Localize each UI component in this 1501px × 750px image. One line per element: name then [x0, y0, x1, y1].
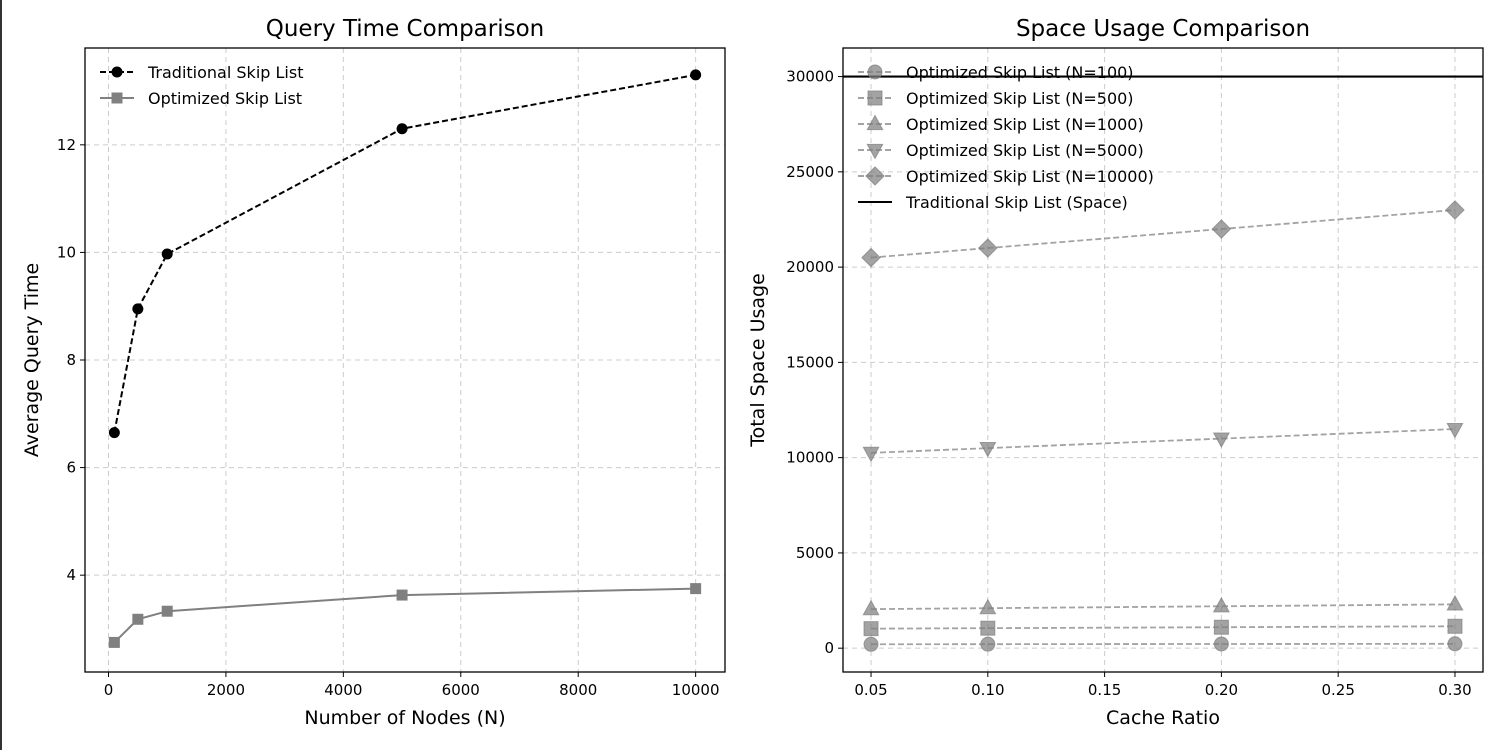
data-point	[980, 620, 996, 636]
data-point	[979, 442, 997, 458]
x-tick-label: 8000	[559, 681, 597, 699]
y-tick-label: 10	[57, 243, 76, 261]
series-line	[871, 603, 1455, 611]
legend-label: Optimized Skip List (N=100)	[906, 63, 1134, 82]
data-point	[861, 247, 881, 268]
data-point	[1446, 422, 1464, 439]
y-tick-label: 10000	[786, 449, 834, 467]
data-point	[690, 69, 702, 81]
legend-marker	[111, 92, 123, 104]
data-point	[862, 599, 880, 616]
data-point	[863, 621, 879, 637]
data-point	[1213, 636, 1229, 652]
data-point	[1212, 596, 1230, 613]
x-tick-label: 0.15	[1088, 681, 1121, 699]
data-point	[1447, 618, 1463, 634]
y-tick-label: 0	[824, 639, 834, 657]
y-tick-label: 20000	[786, 258, 834, 276]
data-point	[863, 636, 879, 652]
x-axis-label: Number of Nodes (N)	[304, 707, 505, 729]
data-point	[161, 605, 173, 617]
plot-frame	[842, 47, 1484, 673]
x-tick-label: 0.20	[1205, 681, 1238, 699]
x-tick-label: 10000	[672, 681, 720, 699]
query-time-panel: Query Time Comparison Number of Nodes (N…	[21, 16, 726, 729]
data-point	[980, 636, 996, 652]
legend-label: Traditional Skip List (Space)	[905, 193, 1128, 212]
legend-label: Optimized Skip List (N=1000)	[906, 115, 1144, 134]
data-point	[108, 636, 120, 648]
data-point	[690, 583, 702, 595]
data-point	[132, 613, 144, 625]
y-axis-label: Average Query Time	[21, 263, 43, 457]
x-tick-label: 6000	[442, 681, 480, 699]
legend-label: Optimized Skip List	[148, 89, 302, 108]
series-line	[870, 209, 1456, 259]
x-tick-label: 0	[104, 681, 114, 699]
legend-marker	[866, 114, 884, 131]
data-point	[978, 238, 998, 258]
legend-label: Optimized Skip List (N=5000)	[906, 141, 1144, 160]
series-line	[871, 625, 1455, 630]
y-tick-label: 12	[57, 136, 76, 154]
legend-label: Traditional Skip List	[147, 63, 303, 82]
x-tick-label: 4000	[324, 681, 362, 699]
legend-marker	[865, 166, 885, 186]
x-axis-label: Cache Ratio	[1106, 707, 1220, 729]
data-point	[979, 598, 997, 615]
data-point	[396, 589, 408, 601]
data-point	[1213, 619, 1229, 635]
space-usage-panel: Space Usage Comparison Cache Ratio Total…	[747, 16, 1484, 729]
x-tick-label: 0.25	[1321, 681, 1354, 699]
y-axis-label: Total Space Usage	[747, 273, 769, 448]
y-tick-label: 6	[66, 459, 76, 477]
legend-label: Optimized Skip List (N=500)	[906, 89, 1134, 108]
legend-marker	[867, 64, 883, 80]
data-point	[108, 427, 120, 439]
x-tick-label: 0.30	[1438, 681, 1471, 699]
y-tick-label: 4	[66, 566, 76, 584]
series-line	[870, 428, 1456, 454]
plot-frame	[84, 47, 726, 673]
data-point	[396, 123, 408, 135]
x-tick-label: 0.10	[971, 681, 1004, 699]
y-tick-label: 25000	[786, 163, 834, 181]
y-tick-label: 5000	[796, 544, 834, 562]
legend-marker	[866, 143, 884, 160]
legend-marker	[111, 66, 123, 78]
chart-title: Query Time Comparison	[266, 16, 545, 42]
data-point	[862, 446, 880, 463]
x-tick-label: 0.05	[854, 681, 887, 699]
y-tick-label: 15000	[786, 353, 834, 371]
series-line	[113, 73, 696, 433]
y-tick-label: 8	[66, 351, 76, 369]
data-point	[1212, 432, 1230, 449]
y-tick-label: 30000	[786, 68, 834, 86]
data-point	[1445, 200, 1465, 220]
data-point	[161, 248, 173, 260]
chart-title: Space Usage Comparison	[1016, 16, 1310, 42]
data-point	[1211, 219, 1232, 239]
x-tick-label: 2000	[207, 681, 245, 699]
data-point	[132, 303, 144, 315]
legend-label: Optimized Skip List (N=10000)	[906, 167, 1154, 186]
window-left-edge	[0, 0, 2, 750]
data-point	[1446, 594, 1464, 611]
legend-marker	[867, 90, 883, 106]
data-point	[1447, 636, 1463, 652]
